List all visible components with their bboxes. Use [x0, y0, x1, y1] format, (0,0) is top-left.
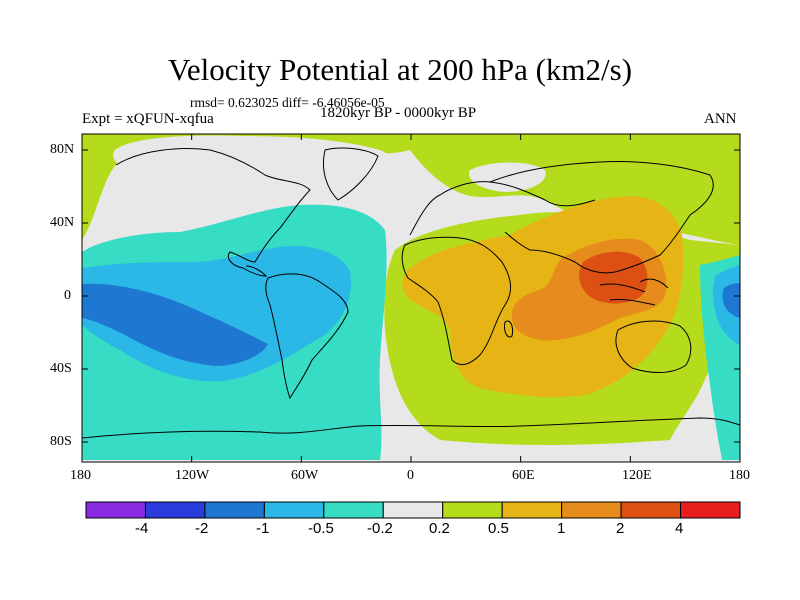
lon-label-120e: 120E: [622, 468, 652, 483]
map-field: [82, 134, 740, 462]
coastlines: [82, 147, 740, 439]
coastline-south-america: [265, 273, 349, 400]
colorbar-swatch: [680, 501, 741, 519]
chart-title: Velocity Potential at 200 hPa (km2/s): [167, 52, 633, 87]
colorbar-label: 0.2: [429, 520, 450, 537]
lon-label-180w: 180: [70, 468, 91, 483]
lon-label-60w: 60W: [291, 468, 319, 483]
colorbar-label: -0.5: [308, 520, 334, 537]
axis-ticks: [81, 134, 741, 462]
colorbar-swatch: [561, 501, 622, 519]
coastline-greenland: [323, 147, 379, 201]
colorbar-label: -1: [256, 520, 270, 537]
colorbar-label: -4: [135, 520, 149, 537]
coastline-indonesia: [599, 278, 669, 306]
colorbar: [85, 501, 741, 519]
colorbar-swatch: [620, 501, 682, 519]
colorbar-swatch: [85, 501, 146, 519]
period-label: 1820kyr BP - 0000kyr BP: [320, 105, 477, 121]
neutral-arctic-patch: [469, 162, 546, 192]
colorbar-label: -2: [195, 520, 209, 537]
darkorange-core: [579, 251, 648, 304]
lat-label-80n: 80N: [50, 142, 75, 157]
colorbar-swatch: [263, 501, 325, 519]
colorbar-swatch: [442, 501, 503, 519]
colorbar-label: 0.5: [488, 520, 509, 537]
experiment-label: Expt = xQFUN-xqfua: [82, 111, 214, 127]
colorbar-label: 4: [675, 520, 684, 537]
colorbar-label: -0.2: [367, 520, 393, 537]
coastline-asia: [489, 161, 714, 274]
colorbar-swatch: [382, 501, 444, 519]
stats-line: rmsd= 0.623025 diff= -6.46056e-05: [190, 95, 385, 110]
lat-label-80s: 80S: [50, 434, 72, 449]
coastline-north-america: [115, 148, 311, 277]
lon-label-0: 0: [407, 468, 414, 483]
lat-label-40s: 40S: [50, 361, 72, 376]
colorbar-swatch: [501, 501, 563, 519]
colorbar-label: 2: [616, 520, 625, 537]
lon-label-60e: 60E: [512, 468, 535, 483]
blue-west-core: [82, 283, 268, 366]
blue-east-core: [722, 283, 740, 318]
green-north-band: [82, 134, 740, 245]
coastline-madagascar: [504, 320, 513, 338]
lat-label-0: 0: [64, 288, 71, 303]
season-label: ANN: [704, 111, 737, 127]
colorbar-label: 1: [557, 520, 566, 537]
colorbar-swatch: [323, 501, 384, 519]
colorbar-swatch: [144, 501, 206, 519]
lon-label-120w: 120W: [175, 468, 210, 483]
lon-label-180e: 180: [729, 468, 750, 483]
coastline-antarctica: [82, 417, 740, 439]
lat-label-40n: 40N: [50, 215, 75, 230]
coastline-africa: [401, 236, 512, 366]
coastline-australia: [615, 320, 692, 373]
colorbar-swatch: [204, 501, 265, 519]
